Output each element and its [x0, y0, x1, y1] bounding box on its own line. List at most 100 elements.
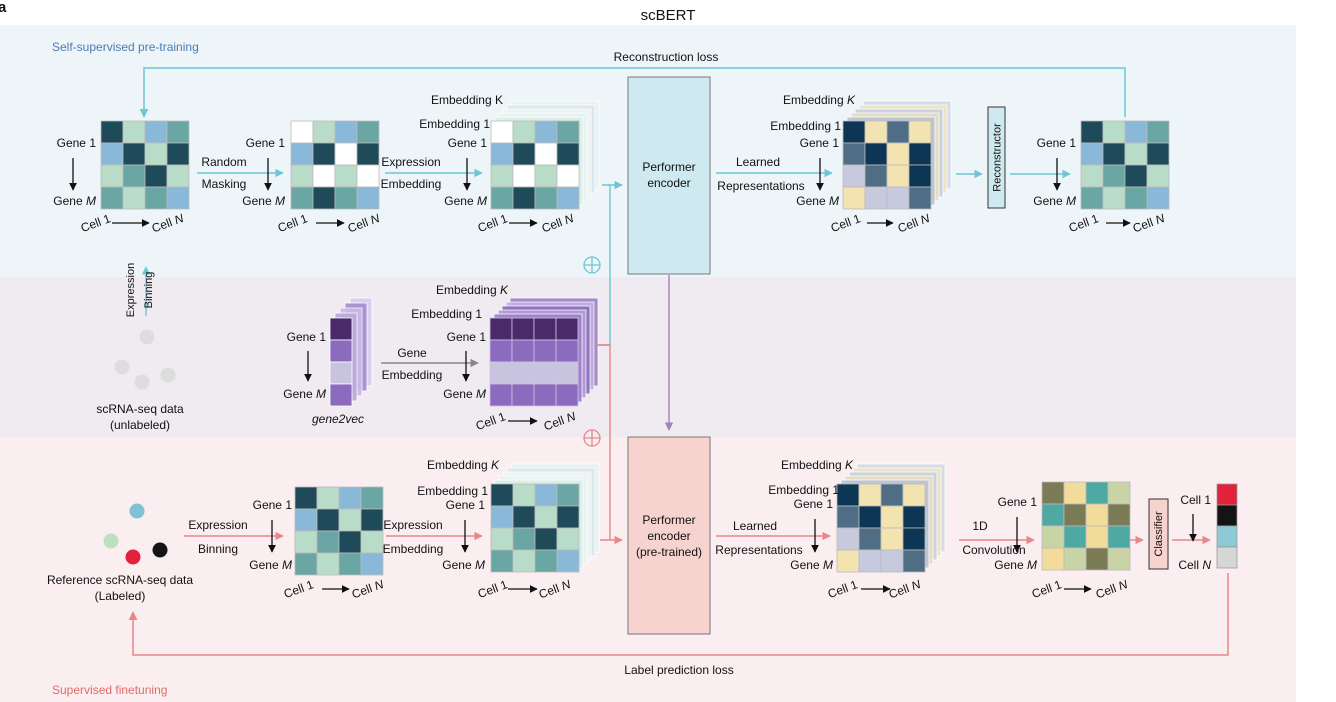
grid-cell: [360, 530, 384, 554]
grid-cell: [490, 483, 514, 507]
grid-cell: [886, 186, 910, 210]
grid-cell: [100, 142, 124, 166]
grid-cell: [1080, 120, 1104, 144]
gene-embedding-front: [489, 317, 579, 407]
grid-cell: [842, 186, 866, 210]
grid-cell: [1146, 120, 1170, 144]
g2v-gene-first: Gene 1: [287, 330, 327, 344]
grid-cell: [512, 505, 536, 529]
grid-cell: [880, 549, 904, 573]
embedding-k-mid: Embedding K: [436, 283, 509, 297]
grid-cell: [534, 142, 558, 166]
grid-cell: [334, 142, 358, 166]
input-gene-last: Gene M: [53, 194, 96, 208]
grid-cell: [512, 549, 536, 573]
gene2vec-front: [329, 317, 353, 407]
grid-cell: [490, 142, 514, 166]
conv-1d-label: 1D: [972, 519, 988, 533]
grid-cell: [1080, 164, 1104, 188]
rep-bottom-gene-last: Gene M: [790, 558, 833, 572]
gene-emb-gene-first: Gene 1: [447, 330, 487, 344]
reference-cell-dot: [103, 533, 119, 549]
grid-cell: [556, 142, 580, 166]
grid-cell: [1080, 142, 1104, 166]
expression-label-bottom-2: Expression: [383, 518, 442, 532]
emb-top-gene-first: Gene 1: [448, 136, 488, 150]
grid-cell: [329, 339, 353, 363]
grid-cell: [534, 483, 558, 507]
unlabeled-cell-dot: [160, 367, 176, 383]
grid-cell: [512, 142, 536, 166]
grid-cell: [864, 164, 888, 188]
grid-cell: [1085, 503, 1109, 527]
grid-cell: [294, 508, 318, 532]
grid-cell: [511, 317, 535, 341]
grid-cell: [534, 549, 558, 573]
masked-expression-matrix: [290, 120, 380, 210]
unlabeled-data-label-2: (unlabeled): [110, 418, 170, 432]
grid-cell: [144, 186, 168, 210]
learned-representation-front-bottom: [836, 483, 926, 573]
g2v-gene-last: Gene M: [283, 387, 326, 401]
learned-label-top: Learned: [736, 155, 780, 169]
grid-cell: [316, 552, 340, 576]
random-label: Random: [201, 155, 246, 169]
grid-cell: [908, 186, 932, 210]
grid-cell: [886, 142, 910, 166]
recon-gene-first: Gene 1: [1037, 136, 1077, 150]
embedding-k-top: Embedding K: [431, 93, 503, 107]
performer-encoder-box: [627, 76, 711, 275]
grid-cell: [316, 486, 340, 510]
grid-cell: [489, 383, 513, 407]
grid-cell: [842, 142, 866, 166]
grid-cell: [1041, 547, 1065, 571]
grid-cell: [312, 120, 336, 144]
grid-cell: [1216, 546, 1238, 569]
grid-cell: [1216, 504, 1238, 527]
rep-top-gene-first: Gene 1: [800, 136, 840, 150]
grid-cell: [166, 142, 190, 166]
rep-bottom-gene-first: Gene 1: [794, 497, 834, 511]
grid-cell: [512, 483, 536, 507]
grid-cell: [533, 361, 557, 385]
grid-cell: [490, 549, 514, 573]
grid-cell: [356, 186, 380, 210]
reference-expression-matrix: [294, 486, 384, 576]
grid-cell: [356, 142, 380, 166]
reference-cell-dot: [152, 542, 168, 558]
pretrained-encoder-label: Performer: [642, 513, 695, 527]
finetune-merge-line: [596, 344, 611, 540]
grid-cell: [512, 164, 536, 188]
grid-cell: [533, 383, 557, 407]
finetune-section-title: Supervised finetuning: [52, 683, 167, 697]
grid-cell: [902, 527, 926, 551]
reference-data-label-2: (Labeled): [95, 589, 146, 603]
reconstructed-expression-matrix: [1080, 120, 1170, 210]
grid-cell: [144, 142, 168, 166]
grid-cell: [902, 505, 926, 529]
grid-cell: [908, 142, 932, 166]
embedding-one-top: Embedding 1: [419, 117, 490, 131]
grid-cell: [908, 164, 932, 188]
grid-cell: [886, 164, 910, 188]
grid-cell: [338, 486, 362, 510]
grid-cell: [556, 483, 580, 507]
grid-cell: [1107, 503, 1131, 527]
grid-cell: [902, 549, 926, 573]
embedding-label-top: Embedding: [381, 177, 442, 191]
grid-cell: [1063, 481, 1087, 505]
expression-embedding-front-top: [490, 120, 580, 210]
expression-label-top: Expression: [381, 155, 440, 169]
grid-cell: [290, 120, 314, 144]
classifier-label: Classifier: [1153, 511, 1165, 557]
grid-cell: [1102, 186, 1126, 210]
representations-label-bottom: Representations: [715, 543, 802, 557]
representations-label-top: Representations: [717, 179, 804, 193]
grid-cell: [512, 186, 536, 210]
grid-cell: [512, 120, 536, 144]
grid-cell: [144, 120, 168, 144]
grid-cell: [290, 164, 314, 188]
recon-gene-last: Gene M: [1033, 194, 1076, 208]
embedding-label-mid: Embedding: [382, 368, 443, 382]
performer-encoder-label-2: encoder: [647, 176, 690, 190]
